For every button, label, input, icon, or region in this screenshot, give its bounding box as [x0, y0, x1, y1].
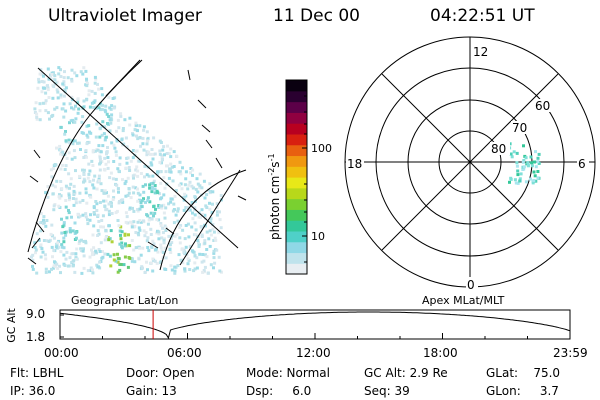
colorbar-segment: [286, 209, 307, 221]
timeline-x-tick-2359: 23:59: [553, 346, 588, 360]
geographic-grid: [27, 59, 247, 271]
polar-mlat-mlt-plot: [344, 36, 596, 288]
lat-label-70: 70: [512, 121, 527, 135]
colorbar: [286, 80, 307, 275]
colorbar-segment: [286, 220, 307, 232]
colorbar-tick-100: 100: [311, 142, 332, 155]
polar-diagonal: [381, 73, 559, 251]
filter-value: Flt: LBHL: [10, 366, 64, 380]
colorbar-segment: [286, 90, 307, 103]
colorbar-segment: [286, 230, 307, 243]
grid-line: [159, 169, 247, 271]
colorbar-segment: [286, 198, 307, 210]
colorbar-segment: [286, 252, 307, 264]
timeline-x-ticks: [59, 333, 571, 339]
colorbar-segment: [286, 101, 307, 113]
grid-line: [179, 169, 241, 266]
colorbar-segment: [286, 263, 307, 275]
timeline-y-tick-9: 9.0: [26, 307, 46, 321]
lat-label-60: 60: [535, 99, 550, 113]
date-label: 11 Dec 00: [273, 6, 360, 26]
colorbar-segment: [286, 80, 307, 92]
colorbar-frame: [285, 79, 308, 275]
lat-label-80: 80: [491, 142, 506, 156]
colorbar-segment: [286, 241, 307, 254]
instrument-title: Ultraviolet Imager: [48, 6, 202, 26]
timeline-right-title: Apex MLat/MLT: [422, 294, 505, 307]
timeline-x-tick-0600: 06:00: [167, 346, 202, 360]
colorbar-segment: [286, 177, 307, 189]
colorbar-segment: [286, 187, 307, 200]
colorbar-label: photon cm-2s-1: [267, 153, 282, 240]
timeline-x-tick-1200: 12:00: [296, 346, 331, 360]
colorbar-segment: [286, 112, 307, 124]
colorbar-segment: [286, 166, 307, 178]
timeline-left-title: Geographic Lat/Lon: [71, 294, 179, 307]
colorbar-tick-10: 10: [311, 230, 325, 243]
mlt-label-18: 18: [347, 157, 362, 171]
gc-altitude-curve: [59, 311, 571, 340]
colorbar-ticks: [302, 95, 307, 263]
time-label: 04:22:51 UT: [430, 6, 535, 26]
gain-value: Gain: 13: [126, 384, 177, 398]
coastline: [27, 69, 247, 265]
timeline-y-tick-1-8: 1.8: [26, 330, 46, 344]
mode-value: Mode: Normal: [246, 366, 330, 380]
mlt-label-0: 0: [467, 278, 475, 292]
timeline-ylabel: GC Alt: [4, 308, 18, 343]
glat-value: GLat: 75.0: [486, 366, 561, 380]
colorbar-segment: [286, 155, 307, 167]
grid-line: [27, 59, 143, 253]
polar-auroral-emission: [508, 142, 541, 185]
colorbar-segment: [286, 123, 307, 135]
geographic-auroral-image: [30, 66, 223, 275]
mlt-label-12: 12: [473, 45, 488, 59]
gc-alt-value: GC Alt: 2.9 Re: [364, 366, 448, 380]
timeline-x-tick-0000: 00:00: [44, 346, 79, 360]
timeline-x-tick-1800: 18:00: [423, 346, 458, 360]
glon-value: GLon: 3.7: [486, 384, 559, 398]
timeline-panel: [59, 309, 571, 340]
door-value: Door: Open: [126, 366, 195, 380]
dsp-value: Dsp: 6.0: [246, 384, 312, 398]
ip-value: IP: 36.0: [10, 384, 56, 398]
colorbar-segment: [286, 144, 307, 157]
mlt-label-6: 6: [578, 157, 586, 171]
seq-value: Seq: 39: [364, 384, 410, 398]
colorbar-segment: [286, 133, 307, 146]
grid-line: [37, 67, 239, 249]
